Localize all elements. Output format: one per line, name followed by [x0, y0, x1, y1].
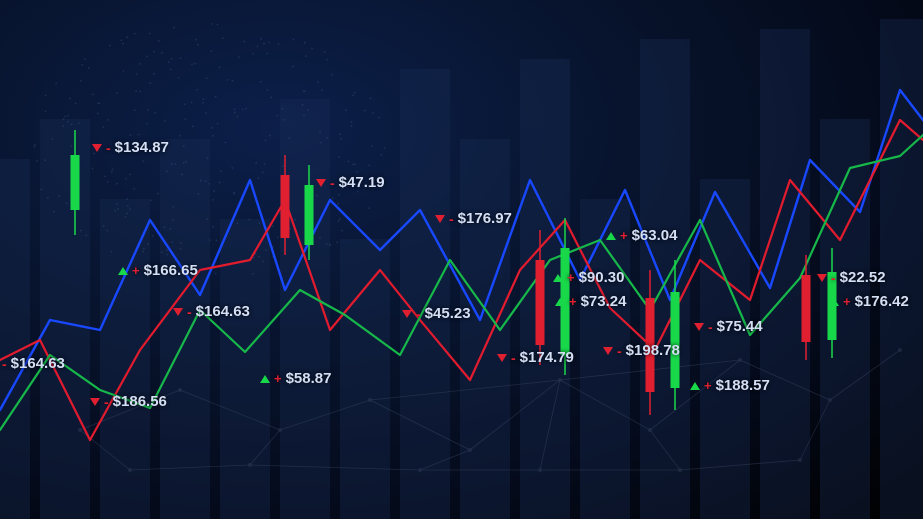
- price-value: $164.63: [196, 303, 250, 320]
- bg-bar: [460, 139, 510, 519]
- price-value: $90.30: [579, 269, 625, 286]
- price-label: -$186.56: [90, 393, 167, 410]
- arrow-down-icon: [402, 310, 412, 318]
- price-value: $22.52: [840, 269, 886, 286]
- price-label: -$45.23: [402, 305, 471, 322]
- arrow-down-icon: [817, 274, 827, 282]
- price-value: $174.79: [520, 349, 574, 366]
- sign: +: [569, 294, 577, 309]
- candle-body: [802, 275, 811, 342]
- arrow-down-icon: [694, 323, 704, 331]
- bg-bar: [0, 159, 30, 519]
- price-label: -$174.79: [497, 349, 574, 366]
- candle-body: [305, 185, 314, 245]
- price-value: $188.57: [716, 377, 770, 394]
- sign: +: [132, 263, 140, 278]
- sign: -: [187, 304, 192, 320]
- candle-body: [671, 292, 680, 388]
- price-value: $164.63: [11, 355, 65, 372]
- price-label: -$134.87: [92, 139, 169, 156]
- sign: -: [617, 343, 622, 359]
- candle-body: [281, 175, 290, 238]
- price-value: $75.44: [717, 318, 763, 335]
- price-label: + $166.65: [118, 262, 198, 279]
- price-label: + $73.24: [555, 293, 626, 310]
- bg-bar: [160, 139, 210, 519]
- price-label: + $188.57: [690, 377, 770, 394]
- arrow-down-icon: [92, 144, 102, 152]
- price-value: $47.19: [339, 174, 385, 191]
- arrow-up-icon: [118, 267, 128, 275]
- arrow-down-icon: [90, 398, 100, 406]
- price-label: -$75.44: [694, 318, 763, 335]
- sign: +: [620, 228, 628, 243]
- arrow-down-icon: [316, 179, 326, 187]
- candle-body: [71, 155, 80, 210]
- bg-bar: [340, 239, 390, 519]
- price-value: $186.56: [113, 393, 167, 410]
- price-label: + $58.87: [260, 370, 331, 387]
- price-value: $63.04: [632, 227, 678, 244]
- arrow-up-icon: [829, 298, 839, 306]
- arrow-up-icon: [690, 382, 700, 390]
- arrow-up-icon: [606, 232, 616, 240]
- arrow-down-icon: [435, 215, 445, 223]
- sign: +: [843, 294, 851, 309]
- price-value: $134.87: [115, 139, 169, 156]
- price-value: $58.87: [286, 370, 332, 387]
- arrow-down-icon: [603, 347, 613, 355]
- price-label: -$22.52: [817, 269, 886, 286]
- sign: -: [511, 350, 516, 366]
- sign: -: [708, 319, 713, 335]
- price-value: $176.97: [458, 210, 512, 227]
- sign: -: [330, 175, 335, 191]
- price-value: $73.24: [581, 293, 627, 310]
- bg-bar: [880, 19, 923, 519]
- price-label: -$164.63: [173, 303, 250, 320]
- candle-body: [536, 260, 545, 345]
- price-label: + $176.42: [829, 293, 909, 310]
- price-label: -$47.19: [316, 174, 385, 191]
- arrow-down-icon: [497, 354, 507, 362]
- price-value: $198.78: [626, 342, 680, 359]
- arrow-up-icon: [553, 274, 563, 282]
- price-label: + $63.04: [606, 227, 677, 244]
- price-label: -$198.78: [603, 342, 680, 359]
- sign: +: [704, 378, 712, 393]
- bg-bar: [40, 119, 90, 519]
- sign: -: [449, 211, 454, 227]
- financial-chart: [0, 0, 923, 519]
- price-label: -$164.63: [0, 355, 65, 372]
- sign: -: [416, 306, 421, 322]
- sign: +: [567, 270, 575, 285]
- arrow-up-icon: [260, 375, 270, 383]
- sign: -: [104, 394, 109, 410]
- bg-bar: [640, 39, 690, 519]
- price-value: $166.65: [144, 262, 198, 279]
- price-value: $45.23: [425, 305, 471, 322]
- sign: -: [2, 356, 7, 372]
- sign: -: [831, 270, 836, 286]
- bg-bar: [400, 69, 450, 519]
- price-label: -$176.97: [435, 210, 512, 227]
- sign: -: [106, 140, 111, 156]
- sign: +: [274, 371, 282, 386]
- price-label: + $90.30: [553, 269, 624, 286]
- arrow-down-icon: [173, 308, 183, 316]
- bg-bar: [100, 199, 150, 519]
- price-value: $176.42: [855, 293, 909, 310]
- arrow-up-icon: [555, 298, 565, 306]
